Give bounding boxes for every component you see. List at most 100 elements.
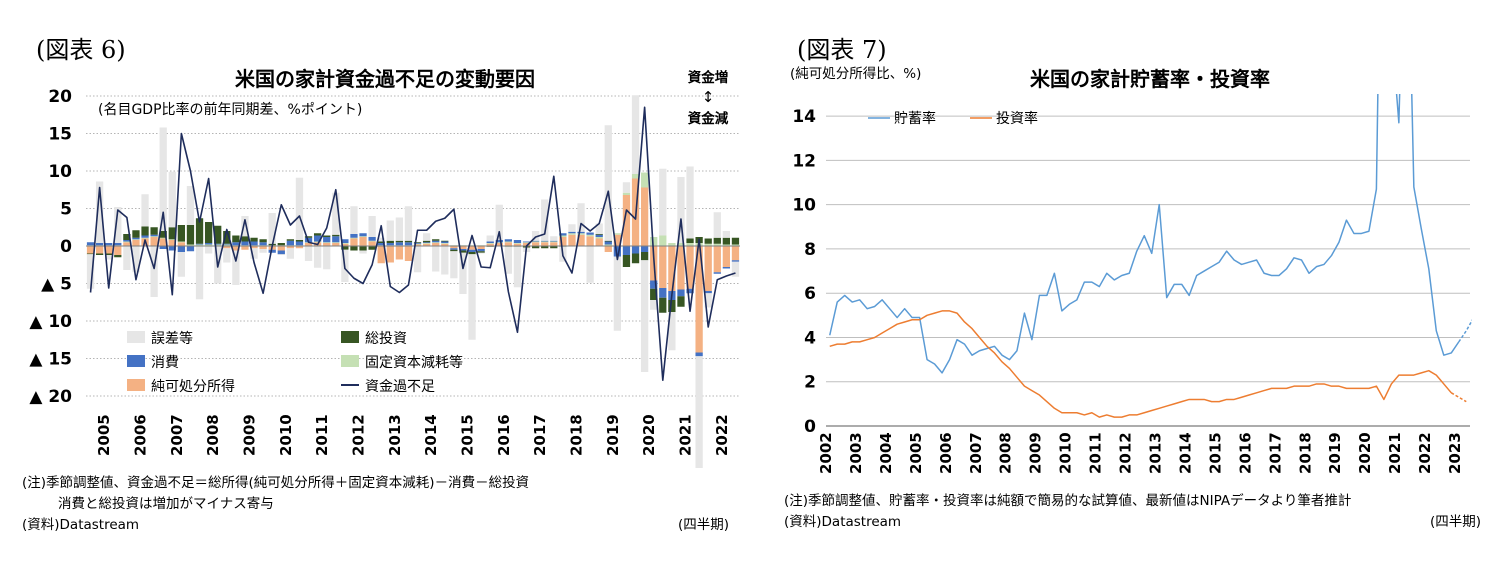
chart1-bar-investment <box>195 218 204 244</box>
chart1-bar-income <box>132 240 140 246</box>
chart1-bar-income <box>586 236 594 246</box>
chart1-bar-investment <box>186 225 195 245</box>
chart2-x-tick: 2010 <box>1057 432 1075 474</box>
chart1-bar-income <box>604 246 612 252</box>
chart1-y-tick: 15 <box>48 125 72 145</box>
chart1-bar-consumption <box>395 242 404 246</box>
chart1-bar-investment <box>659 297 667 313</box>
chart1-bar-error <box>550 236 558 241</box>
chart1-bar-consumption <box>250 241 258 246</box>
chart1-bar-income <box>386 246 394 263</box>
chart1-x-tick: 2015 <box>459 414 477 456</box>
chart2-x-tick: 2005 <box>907 432 925 474</box>
chart1-bar-depreciation <box>422 243 431 244</box>
chart1-bar-income <box>713 246 721 273</box>
chart1-x-tick: 2007 <box>168 414 186 456</box>
chart2-ylabel: (純可処分所得比、%) <box>790 65 921 82</box>
chart1-bar-consumption <box>541 240 549 242</box>
chart1-x-tick: 2010 <box>277 414 295 456</box>
chart1-bar-error <box>241 216 249 237</box>
chart1-bar-error <box>177 252 186 277</box>
chart1-bar-consumption <box>204 243 213 245</box>
chart1-bar-consumption <box>359 233 367 237</box>
chart1-bar-consumption <box>141 235 149 238</box>
chart1-y-tick: 20 <box>48 87 72 107</box>
chart1-bar-error <box>86 254 95 289</box>
chart1-bar-investment <box>622 255 631 267</box>
chart1-bar-income <box>459 246 467 249</box>
chart2-y-tick: 6 <box>804 284 816 304</box>
fig7-note-line1: (注)季節調整値、貯蓄率・投資率は純額で簡易的な試算値、最新値はNIPAデータよ… <box>784 493 1352 509</box>
chart1-bar-error <box>204 246 213 254</box>
chart1-bar-income <box>659 246 667 288</box>
chart1-bar-income <box>404 246 413 261</box>
chart1-bar-investment <box>277 243 285 246</box>
chart1-bar-depreciation <box>486 243 494 244</box>
chart1-bar-consumption <box>568 231 576 234</box>
chart1-bar-income <box>168 240 176 246</box>
chart1-legend-label-investment: 総投資 <box>365 331 407 347</box>
chart1-bar-consumption <box>259 242 267 246</box>
chart1-bar-investment <box>304 236 313 238</box>
chart1-bar-consumption <box>350 234 358 238</box>
fig6-period: (四半期) <box>678 517 730 533</box>
chart1-bar-income <box>595 238 603 246</box>
chart1-series-line-balance <box>89 106 736 382</box>
chart1-annotation-up: 資金増 <box>688 69 729 86</box>
chart1-bar-depreciation <box>323 242 331 243</box>
chart1-bar-error <box>713 212 721 238</box>
chart1-bar-investment <box>132 230 140 238</box>
chart1-bar-consumption <box>159 246 167 249</box>
chart2-y-tick: 4 <box>804 328 816 348</box>
chart1-x-tick: 2022 <box>713 414 731 456</box>
chart1-bar-investment <box>713 237 721 244</box>
chart1-bar-depreciation <box>577 233 585 235</box>
chart1-bar-error <box>386 220 394 241</box>
chart1-bar-consumption <box>268 249 276 253</box>
chart1-bar-consumption <box>432 240 440 243</box>
chart2-series-line-dashed-1 <box>1450 392 1467 403</box>
chart1-bar-investment <box>432 239 440 241</box>
chart1-bar-consumption <box>659 288 667 298</box>
chart1-bar-investment <box>668 300 676 312</box>
chart1-bar-consumption <box>631 246 640 254</box>
chart1-bar-investment <box>650 288 658 300</box>
chart1-bar-consumption <box>686 288 694 294</box>
chart1-bar-investment <box>640 252 649 261</box>
chart1-bar-depreciation <box>313 241 322 243</box>
chart1-bar-investment <box>241 236 249 242</box>
chart2-x-tick: 2011 <box>1087 432 1105 474</box>
chart2-y-tick: 2 <box>804 373 816 393</box>
chart1-bar-consumption <box>441 241 449 243</box>
chart1-legend-swatch-investment <box>341 331 359 343</box>
chart1-bar-depreciation <box>332 242 340 243</box>
chart1-bar-income <box>295 246 304 249</box>
chart2-x-tick: 2009 <box>1027 432 1045 474</box>
chart1-bar-depreciation <box>622 192 631 195</box>
chart1-x-tick: 2016 <box>495 414 513 456</box>
chart2-series-line-1 <box>829 310 1452 418</box>
chart1-x-tick: 2009 <box>241 414 259 456</box>
chart1-bar-income <box>477 246 485 249</box>
chart1-x-tick: 2020 <box>640 414 658 456</box>
chart1-bar-investment <box>459 250 467 253</box>
chart1-bar-investment <box>341 246 349 250</box>
chart1-y-tick: ▲ 5 <box>41 275 72 295</box>
chart1-bar-depreciation <box>550 241 558 243</box>
chart1-legend-label-balance: 資金過不足 <box>365 379 435 395</box>
chart1-bar-consumption <box>550 240 558 242</box>
chart1-legend-label-consumption: 消費 <box>151 355 179 371</box>
chart1-bar-error <box>359 250 367 254</box>
chart1-bar-consumption <box>722 267 731 269</box>
chart1-bar-investment <box>468 252 476 255</box>
chart1-y-tick: 0 <box>60 237 72 257</box>
chart2-y-tick: 8 <box>804 240 816 260</box>
chart1-bar-investment <box>150 227 158 235</box>
chart1-bar-income <box>550 242 558 246</box>
chart1-bar-depreciation <box>713 243 721 246</box>
chart1-bar-investment <box>214 225 222 244</box>
chart2-x-tick: 2023 <box>1446 432 1464 474</box>
chart1-bar-consumption <box>404 242 413 246</box>
